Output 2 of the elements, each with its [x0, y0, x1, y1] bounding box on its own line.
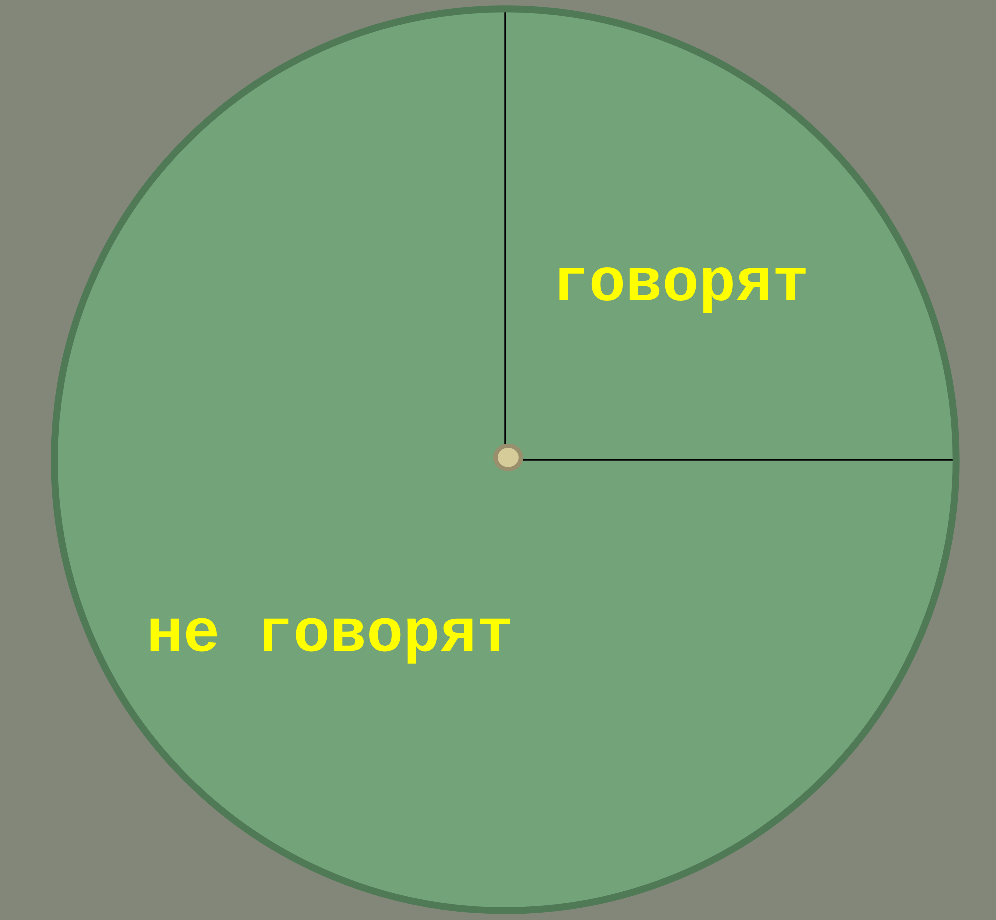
- slice-label: не говорят: [150, 618, 510, 664]
- slice-label: говорят: [560, 268, 806, 314]
